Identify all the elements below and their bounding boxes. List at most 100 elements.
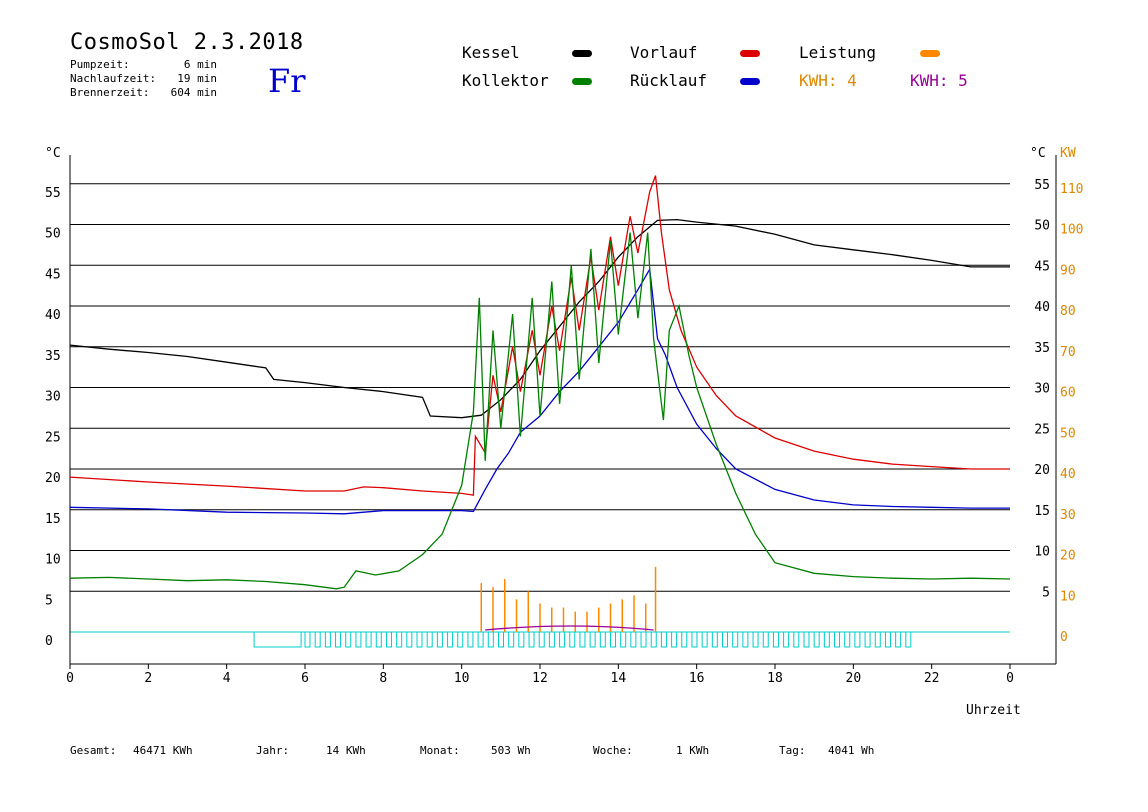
y-right-kw-tick-label: 60 [1060, 386, 1076, 401]
pump-block [528, 631, 535, 648]
pump-block [681, 631, 688, 648]
x-tick-label: 0 [66, 671, 74, 686]
x-tick-label: 12 [532, 671, 548, 686]
footer-week-value: 1 KWh [676, 744, 710, 757]
x-tick-label: 0 [1006, 671, 1014, 686]
y-left-tick-label: 10 [45, 553, 61, 568]
legend-kwh5-label: KWH: 5 [910, 71, 968, 90]
pump-block [610, 631, 616, 648]
pump-block [487, 631, 494, 648]
series-line-kollektor [69, 232, 1011, 590]
pump-block [477, 631, 484, 648]
x-tick-label: 20 [846, 671, 862, 686]
y-left-tick-label: 45 [45, 267, 61, 282]
y-left-tick-label: 0 [45, 634, 53, 649]
y-right-kw-tick-label: 40 [1060, 467, 1076, 482]
y-right-celsius-tick-label: 50 [1034, 219, 1050, 234]
pump-block [457, 631, 464, 648]
pump-block [803, 631, 810, 648]
pump-block [467, 631, 474, 648]
y-left-tick-label: 30 [45, 390, 61, 405]
legend-kollektor-label: Kollektor [462, 71, 549, 90]
legend-kollektor-swatch [572, 78, 592, 85]
x-tick-label: 18 [767, 671, 783, 686]
x-axis-label: Uhrzeit [966, 703, 1021, 718]
y-right-celsius-tick-label: 40 [1034, 300, 1050, 315]
pump-block [650, 631, 657, 648]
y-right-celsius-tick-label: 20 [1034, 463, 1050, 478]
pump-block [396, 631, 403, 648]
y-left-tick-label: 5 [45, 593, 53, 608]
pump-block [813, 631, 820, 648]
pump-block [559, 631, 566, 648]
pump-block [579, 631, 586, 648]
y-right-celsius-tick-label: 25 [1034, 422, 1050, 437]
chart-axes [69, 155, 1057, 669]
pump-block [783, 631, 790, 648]
x-tick-label: 16 [689, 671, 705, 686]
pump-block [538, 631, 545, 648]
series-layer [69, 175, 1011, 648]
footer-week-label: Woche: [593, 744, 633, 757]
footer-day-value: 4041 Wh [828, 744, 875, 757]
y-right-kw-tick-label: 90 [1060, 263, 1076, 278]
y-left-tick-label: 20 [45, 471, 61, 486]
series-line-vorlauf [69, 175, 1010, 496]
pump-activity [253, 631, 912, 648]
pump-block [660, 631, 667, 648]
pump-block [834, 631, 841, 648]
x-tick-label: 10 [454, 671, 470, 686]
pump-block [508, 631, 515, 648]
y-right-kw-tick-label: 10 [1060, 589, 1076, 604]
pump-block [864, 631, 871, 648]
pump-block [640, 631, 647, 648]
y-left-tick-label: 50 [45, 227, 61, 242]
y-right-celsius-tick-label: 15 [1034, 504, 1050, 519]
legend-vorlauf-swatch [740, 50, 760, 57]
pump-time-value: 6 min [183, 58, 217, 71]
burner-time-label: Brennerzeit: [70, 86, 150, 99]
weekday-label: Fr [268, 62, 306, 100]
legend-vorlauf-label: Vorlauf [630, 43, 698, 62]
pump-block [335, 631, 342, 648]
y-right-kw-tick-label: 20 [1060, 549, 1076, 564]
pump-block [854, 631, 861, 648]
y-right-celsius-tick-label: 10 [1034, 545, 1050, 560]
footer-year-value: 14 KWh [326, 744, 366, 757]
y-right-celsius-tick-label: 30 [1034, 382, 1050, 397]
pump-block [426, 631, 433, 648]
y-right-kw-tick-label: 0 [1060, 630, 1068, 645]
y-right-kw-tick-label: 50 [1060, 426, 1076, 441]
y-right-kw-tick-label: 70 [1060, 345, 1076, 360]
legend-kessel-swatch [572, 50, 592, 57]
pump-block [518, 631, 525, 648]
pump-block [742, 631, 749, 648]
footer-month-value: 503 Wh [491, 744, 531, 757]
pump-block [324, 631, 331, 648]
y-right-kw-tick-label: 30 [1060, 508, 1076, 523]
legend-ruecklauf-label: Rücklauf [630, 71, 708, 90]
series-line-kessel [69, 218, 1010, 419]
x-tick-label: 4 [223, 671, 231, 686]
pump-block [253, 631, 302, 648]
pump-block [701, 631, 708, 648]
pump-block [711, 631, 718, 648]
pump-block [732, 631, 739, 648]
burner-time-value: 604 min [170, 86, 217, 99]
legend-leistung-swatch [920, 50, 940, 57]
pump-block [844, 631, 851, 648]
y-left-tick-label: 15 [45, 512, 61, 527]
pump-block [762, 631, 769, 648]
footer-total-label: Gesamt: [70, 744, 117, 757]
pump-block [671, 631, 678, 648]
footer-year-label: Jahr: [256, 744, 290, 757]
chart-title: CosmoSol 2.3.2018 [70, 30, 304, 55]
pump-block [375, 631, 382, 648]
legend-kessel-label: Kessel [462, 43, 520, 62]
pump-block [874, 631, 881, 648]
y-right-kw-tick-label: 100 [1060, 223, 1083, 238]
run-on-time-label: Nachlaufzeit: [70, 72, 157, 85]
pump-block [599, 631, 606, 648]
pump-block [385, 631, 392, 648]
